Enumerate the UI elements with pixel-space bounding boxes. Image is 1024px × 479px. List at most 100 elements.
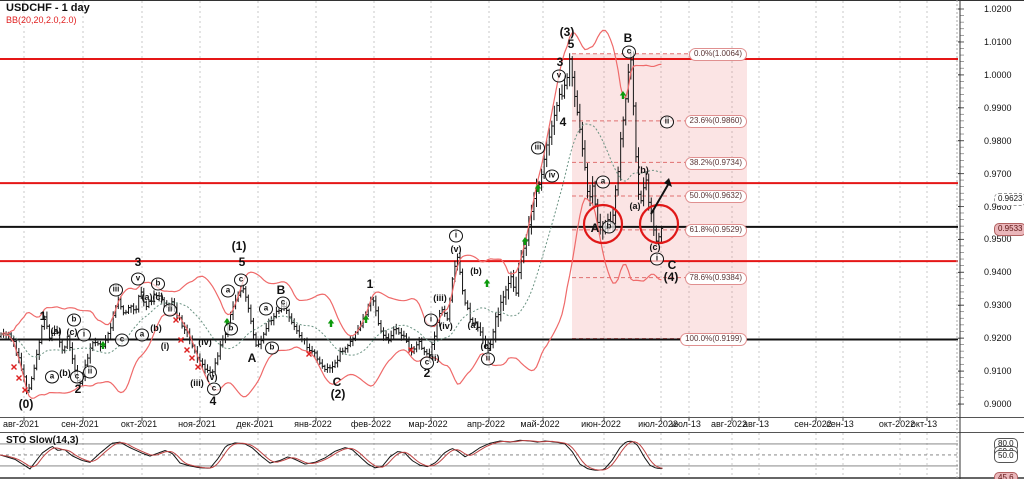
fib-level-tag: 0.0%(1.0064) [688,48,747,62]
wave-label: C [667,258,677,272]
time-axis-label: окт-2021 [120,419,158,429]
wave-label: 1 [366,277,374,291]
symbol-title: USDCHF - 1 day [6,2,90,14]
time-axis-label: авг-2022 [710,419,748,429]
price-axis-label: 0.9900 [984,102,1012,113]
wave-label: 4 [209,394,217,408]
wave-label: (c) [152,292,164,302]
wave-label: b [265,341,279,355]
wave-label: b [224,322,238,336]
wave-label: C [332,375,342,389]
wave-label: 3 [556,55,564,69]
wave-label: iii [531,141,545,155]
wave-label: 1 [39,309,47,323]
time-axis-label: июл-2022 [638,419,678,429]
fib-level-tag: 100.0%(0.9199) [680,332,747,346]
price-axis-label: 0.9000 [984,399,1012,410]
wave-label: c [70,370,84,384]
wave-label: B [276,283,286,297]
fib-level-tag: 50.0%(0.9632) [684,190,747,204]
wave-label: a [259,302,273,316]
wave-label: (2) [330,387,346,401]
price-tag: 0.9623 [994,193,1024,207]
wave-label: b [151,277,165,291]
wave-label: (0) [18,397,34,411]
wave-label: (b) [150,323,162,333]
time-axis-label: апр-2022 [467,419,505,429]
fib-level-tag: 38.2%(0.9734) [684,156,747,170]
wave-label: iv [545,169,559,183]
price-axis-label: 0.9100 [984,366,1012,377]
time-axis-label: сен-2022 [794,419,832,429]
time-axis-label: сен-2021 [61,419,99,429]
price-axis-label: 0.9400 [984,267,1012,278]
bollinger-indicator-label: BB(20,20,2.0,2.0) [6,15,77,25]
wave-label: (1) [231,239,247,253]
wave-label: ii [481,352,495,366]
time-axis-label: окт-2022 [878,419,916,429]
wave-label: i [449,229,463,243]
wave-label: 3 [134,255,142,269]
wave-label: 5 [567,37,575,51]
wave-label: b [602,220,616,234]
wave-label: a [221,284,235,298]
time-axis-label: авг-2021 [2,419,40,429]
price-axis-label: 0.9300 [984,300,1012,311]
wave-label: (i) [160,341,170,351]
time-axis-label: авг-13 [742,419,770,429]
fib-level-tag: 78.6%(0.9384) [684,272,747,286]
fib-level-tag: 23.6%(0.9860) [684,115,747,129]
time-axis-label: фев-2022 [350,419,392,429]
time-axis-label: ноя-2021 [178,419,216,429]
wave-label: b [67,313,81,327]
time-axis-label: июн-2022 [581,419,621,429]
price-tag: 0.9533 [994,223,1024,237]
wave-label: 5 [238,255,246,269]
wave-label: ii [163,303,177,317]
price-axis-label: 1.0000 [984,69,1012,80]
wave-label: c [276,296,290,310]
wave-label: iii [109,283,123,297]
wave-label: v [552,69,566,83]
price-axis-label: 0.9200 [984,333,1012,344]
price-axis-label: 0.9700 [984,168,1012,179]
sto-value-tag: 50.0 [994,450,1018,463]
wave-label: (iv) [198,337,212,347]
wave-label: ii [660,115,674,129]
price-axis-label: 1.0200 [984,4,1012,14]
wave-label: a [45,370,59,384]
wave-label: (c) [649,242,661,252]
wave-label: (iv) [439,321,453,331]
price-axis-label: 0.9600 [984,201,1012,212]
wave-label: (c) [480,341,492,351]
wave-label: c [622,45,636,59]
sto-value-tag: 45.6 [994,472,1018,479]
wave-label: B [623,31,633,45]
wave-label: i [650,252,664,266]
wave-label: (a) [629,201,641,211]
wave-label: i [77,328,91,342]
price-axis-label: 0.9500 [984,234,1012,245]
time-axis-label: янв-2022 [294,419,332,429]
price-axis-label: 1.0100 [984,36,1012,47]
wave-label: v [131,272,145,286]
time-axis-label: май-2022 [520,419,560,429]
wave-label: a [135,328,149,342]
wave-label: A [247,351,257,365]
wave-label: (b) [470,266,482,276]
wave-label: 4 [559,115,567,129]
wave-label: (b) [59,368,71,378]
wave-label: a [596,175,610,189]
wave-label: (ii) [428,353,440,363]
wave-label: (a) [467,320,479,330]
wave-label: (4) [663,270,679,284]
wave-label: c [234,273,248,287]
wave-label: (c) [66,327,78,337]
price-axis-label: 0.9800 [984,135,1012,146]
time-axis-label: июл-13 [671,419,701,429]
wave-label: i [424,313,438,327]
wave-label: c [207,382,221,396]
time-axis-label: дек-2021 [236,419,274,429]
